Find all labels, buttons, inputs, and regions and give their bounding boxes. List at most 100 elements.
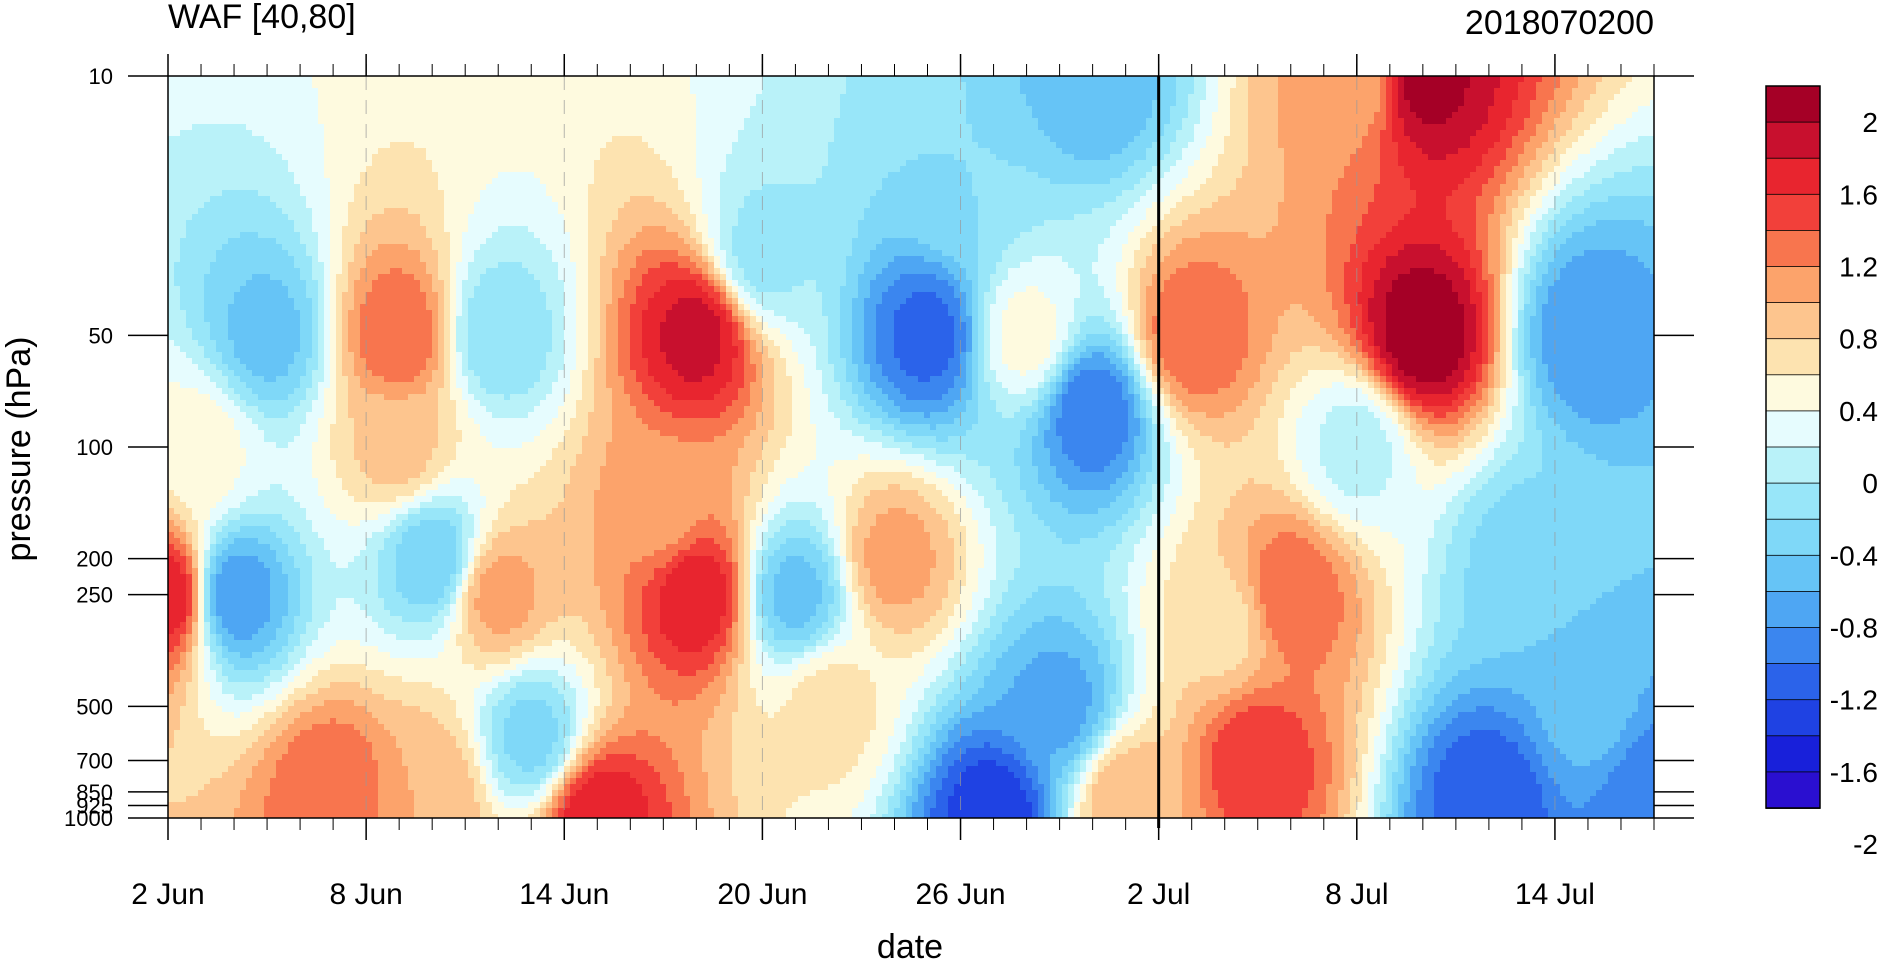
field-cell (1086, 82, 1093, 89)
field-cell (720, 142, 727, 149)
field-cell (420, 154, 427, 161)
field-cell (594, 88, 601, 95)
field-cell (678, 124, 685, 131)
field-cell (966, 154, 973, 161)
field-cell (1128, 112, 1135, 119)
field-cell (1236, 172, 1243, 179)
field-cell (1626, 154, 1633, 161)
field-cell (216, 136, 223, 143)
field-cell (264, 142, 271, 149)
field-cell (1020, 172, 1027, 179)
field-cell (474, 136, 481, 143)
field-cell (1368, 178, 1375, 185)
field-cell (342, 130, 349, 137)
field-cell (1596, 184, 1603, 191)
field-cell (324, 172, 331, 179)
field-cell (1224, 166, 1231, 173)
field-cell (462, 190, 469, 197)
field-cell (1116, 142, 1123, 149)
field-cell (816, 124, 823, 131)
field-cell (1290, 136, 1297, 143)
field-cell (1002, 154, 1009, 161)
field-cell (396, 112, 403, 119)
field-cell (912, 172, 919, 179)
field-cell (1230, 184, 1237, 191)
field-cell (1008, 88, 1015, 95)
field-cell (1440, 106, 1447, 113)
field-cell (660, 154, 667, 161)
field-cell (1548, 172, 1555, 179)
field-cell (810, 166, 817, 173)
field-cell (1008, 82, 1015, 89)
field-cell (1638, 190, 1645, 197)
field-cell (516, 148, 523, 155)
field-cell (1116, 172, 1123, 179)
field-cell (1278, 124, 1285, 131)
field-cell (1140, 160, 1147, 167)
field-cell (1254, 148, 1261, 155)
field-cell (492, 100, 499, 107)
field-cell (348, 130, 355, 137)
field-cell (1428, 136, 1435, 143)
field-cell (426, 178, 433, 185)
field-cell (384, 82, 391, 89)
field-cell (876, 118, 883, 125)
field-cell (330, 142, 337, 149)
field-cell (1008, 76, 1015, 83)
field-cell (330, 178, 337, 185)
field-cell (960, 178, 967, 185)
field-cell (750, 166, 757, 173)
field-cell (276, 190, 283, 197)
field-cell (480, 136, 487, 143)
field-cell (630, 160, 637, 167)
field-cell (480, 160, 487, 167)
field-cell (456, 82, 463, 89)
field-cell (1608, 94, 1615, 101)
field-cell (420, 190, 427, 197)
field-cell (360, 76, 367, 83)
field-cell (1320, 88, 1327, 95)
field-cell (840, 112, 847, 119)
field-cell (1032, 94, 1039, 101)
field-cell (504, 148, 511, 155)
field-cell (432, 118, 439, 125)
field-cell (1374, 148, 1381, 155)
field-cell (174, 130, 181, 137)
field-cell (1314, 94, 1321, 101)
field-cell (582, 190, 589, 197)
field-cell (1542, 124, 1549, 131)
field-cell (1098, 88, 1105, 95)
field-cell (1434, 148, 1441, 155)
field-cell (1536, 148, 1543, 155)
field-cell (984, 148, 991, 155)
field-cell (1296, 136, 1303, 143)
field-cell (1332, 148, 1339, 155)
field-cell (672, 160, 679, 167)
field-cell (1284, 124, 1291, 131)
field-cell (702, 130, 709, 137)
field-cell (252, 130, 259, 137)
field-cell (1188, 172, 1195, 179)
field-cell (954, 160, 961, 167)
field-cell (192, 172, 199, 179)
field-cell (1326, 76, 1333, 83)
field-cell (774, 112, 781, 119)
field-cell (1056, 76, 1063, 83)
field-cell (888, 118, 895, 125)
field-cell (1086, 154, 1093, 161)
field-cell (390, 118, 397, 125)
field-cell (1554, 148, 1561, 155)
field-cell (522, 76, 529, 83)
field-cell (816, 88, 823, 95)
field-cell (1242, 166, 1249, 173)
field-cell (1188, 136, 1195, 143)
field-cell (492, 88, 499, 95)
field-cell (546, 184, 553, 191)
field-cell (486, 136, 493, 143)
field-cell (714, 124, 721, 131)
field-cell (756, 172, 763, 179)
field-cell (324, 112, 331, 119)
field-cell (756, 136, 763, 143)
field-cell (1530, 142, 1537, 149)
field-cell (198, 184, 205, 191)
